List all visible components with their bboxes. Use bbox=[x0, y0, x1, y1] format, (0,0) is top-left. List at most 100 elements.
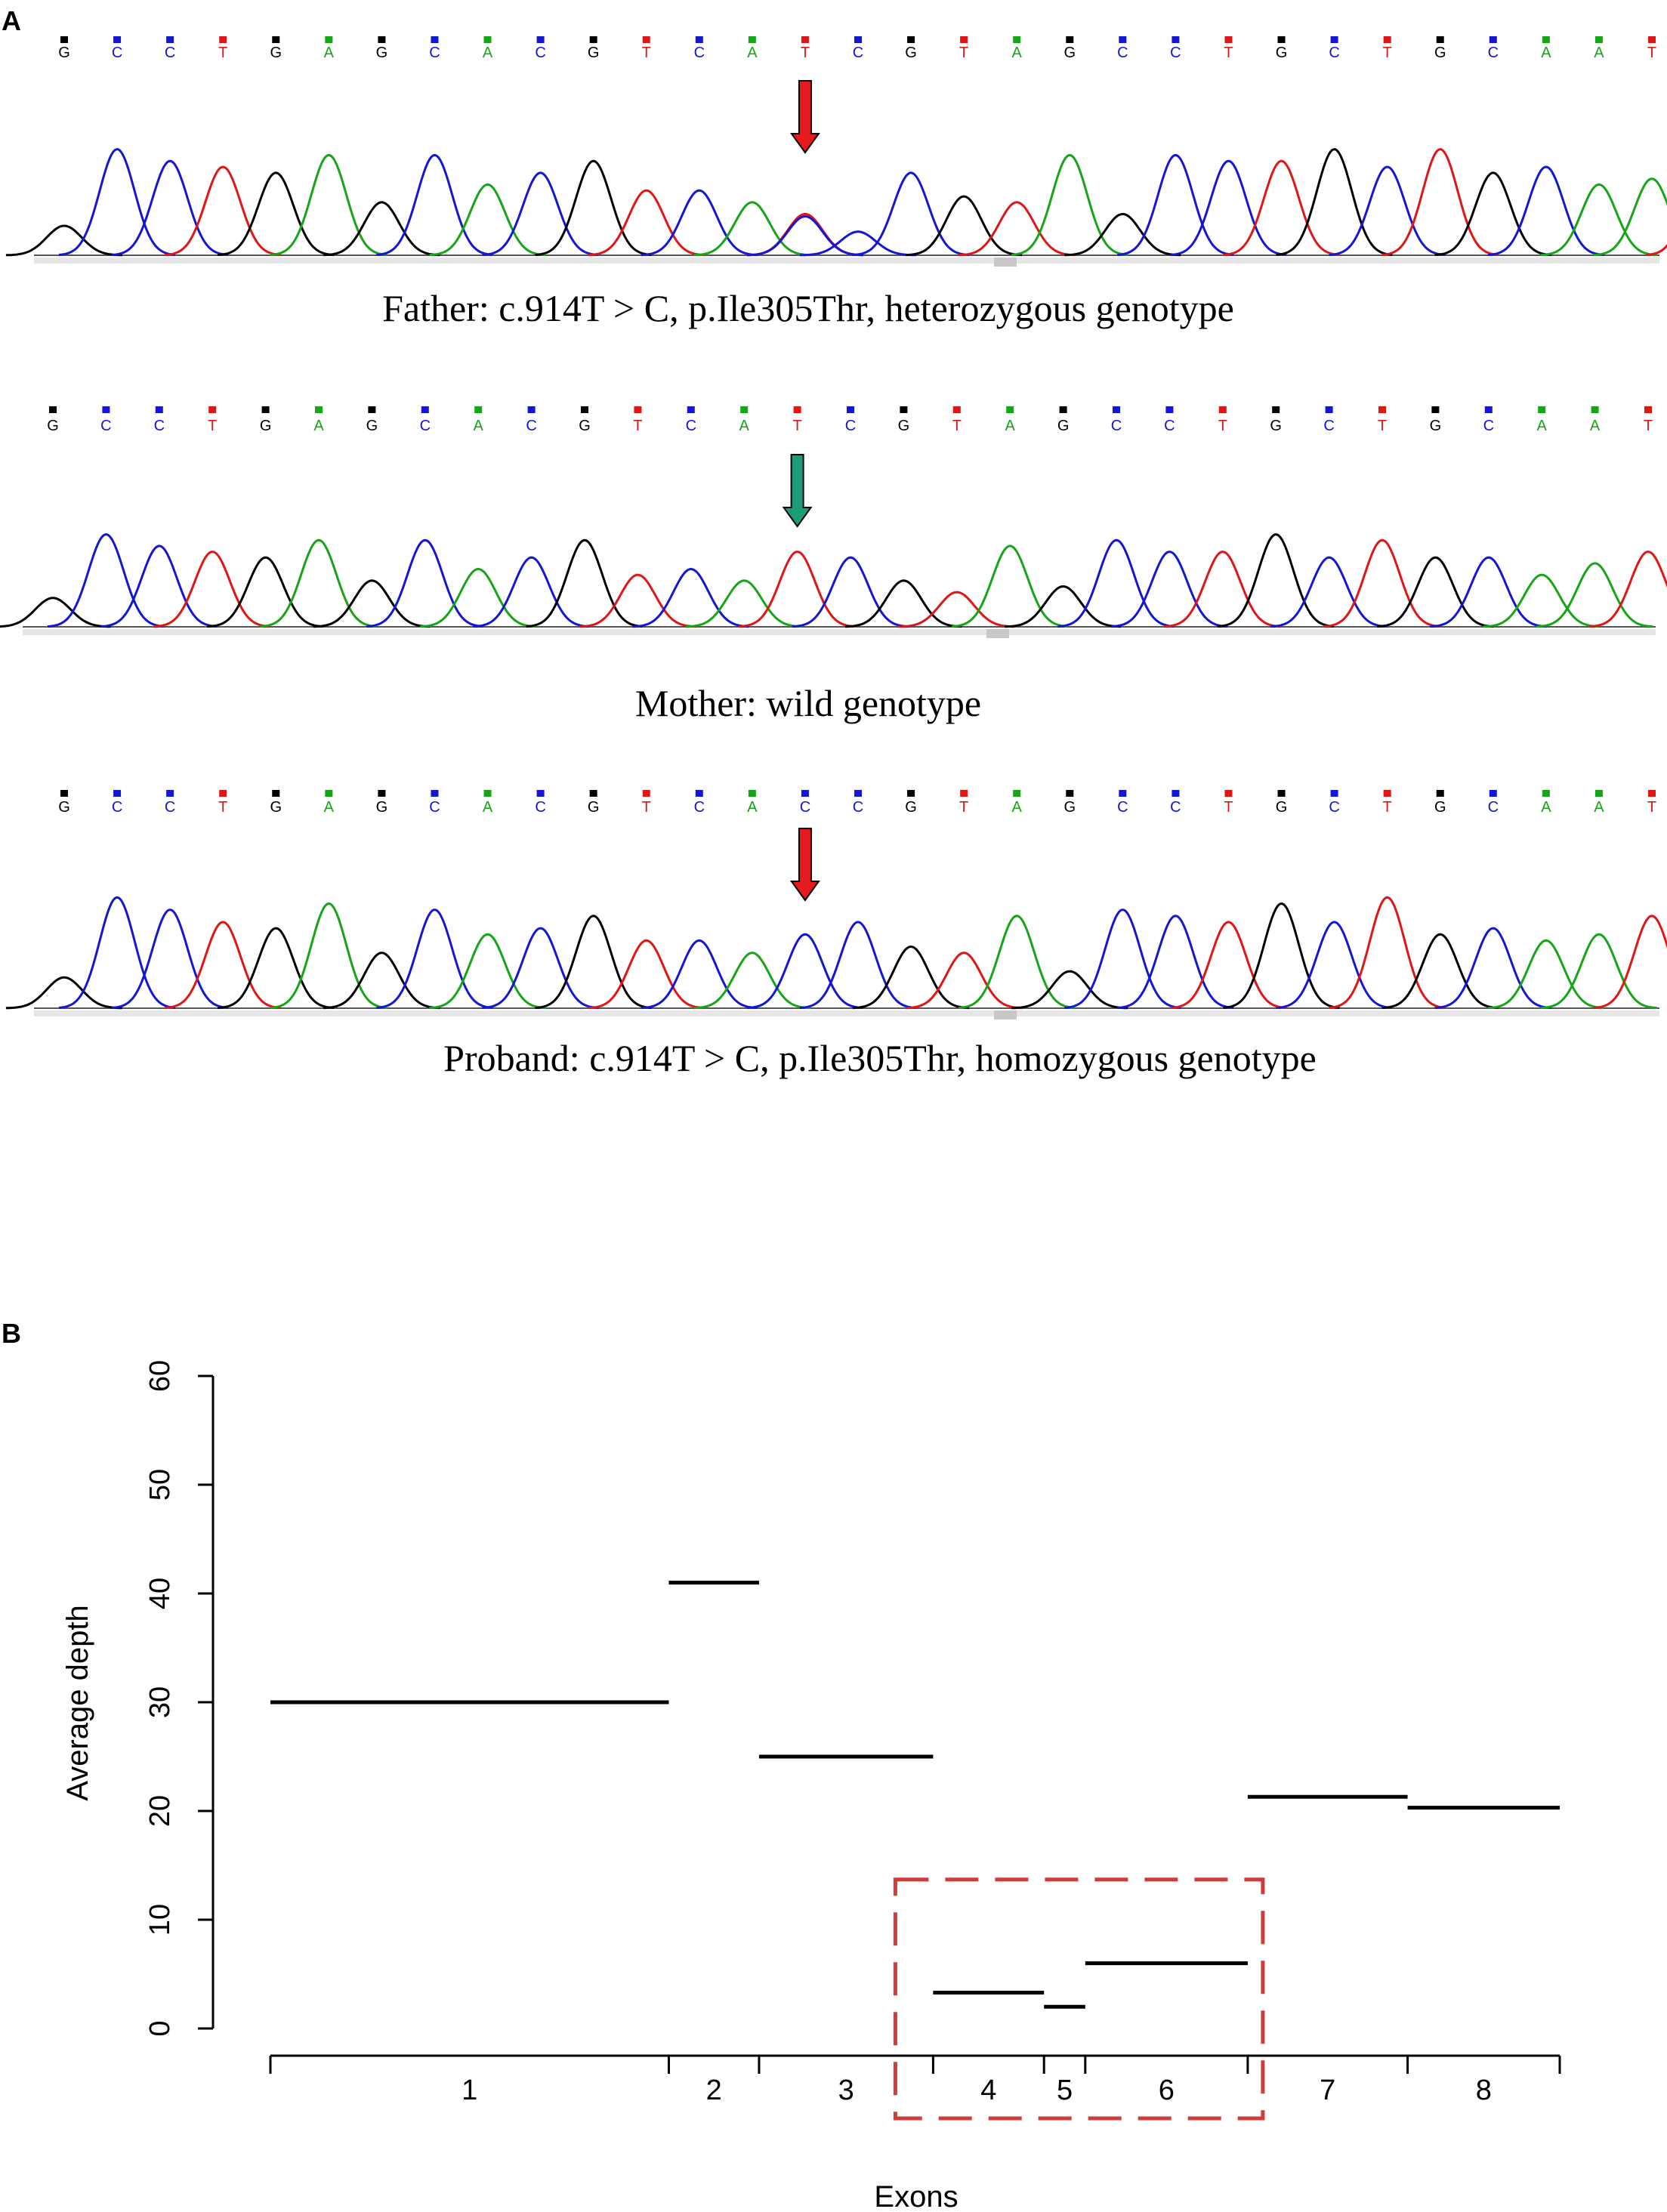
base-marker bbox=[261, 406, 270, 413]
trace-peak bbox=[685, 579, 802, 628]
base-marker bbox=[527, 406, 536, 413]
trace-peak bbox=[1487, 939, 1604, 1010]
trace-peak bbox=[588, 189, 705, 257]
trace-peak bbox=[579, 573, 696, 628]
base-call: C bbox=[1323, 418, 1334, 434]
base-marker bbox=[1591, 406, 1599, 413]
trace-peak bbox=[906, 195, 1023, 257]
base-call: C bbox=[1483, 418, 1494, 434]
trace-peak bbox=[693, 952, 810, 1010]
trace-peak bbox=[588, 939, 705, 1010]
base-marker bbox=[748, 790, 756, 797]
base-marker bbox=[272, 790, 280, 797]
base-call: T bbox=[218, 45, 227, 61]
trace-peak bbox=[429, 933, 546, 1010]
trace-peak bbox=[906, 952, 1023, 1010]
trace-peak bbox=[641, 189, 758, 257]
base-call: G bbox=[1063, 799, 1076, 816]
variant-arrow bbox=[789, 80, 820, 154]
trace-peak bbox=[746, 933, 863, 1010]
base-marker bbox=[1436, 790, 1444, 797]
base-call: C bbox=[845, 418, 856, 434]
base-marker bbox=[536, 790, 545, 797]
trace-peak bbox=[1011, 970, 1128, 1010]
trace-peak bbox=[1329, 165, 1446, 256]
trace-peak bbox=[1164, 551, 1281, 628]
base-marker bbox=[113, 36, 122, 43]
base-call: G bbox=[588, 45, 600, 61]
base-marker bbox=[155, 406, 163, 413]
base-marker bbox=[907, 36, 915, 43]
trace-peak bbox=[1536, 562, 1653, 628]
base-call: G bbox=[270, 799, 282, 816]
trace-peak bbox=[1170, 921, 1287, 1010]
trace-peak bbox=[1434, 927, 1551, 1010]
trace-peak bbox=[270, 154, 387, 256]
base-call: T bbox=[952, 418, 962, 434]
trace-peak bbox=[1646, 243, 1667, 256]
base-marker bbox=[368, 406, 376, 413]
variant-arrow bbox=[789, 828, 820, 902]
base-call: A bbox=[747, 799, 758, 816]
base-call: C bbox=[165, 799, 175, 816]
trace-peak bbox=[1376, 556, 1494, 628]
base-call: C bbox=[1329, 799, 1339, 816]
base-call: T bbox=[1647, 799, 1656, 816]
trace-peak bbox=[852, 946, 970, 1010]
base-call: C bbox=[112, 799, 122, 816]
base-call: T bbox=[1644, 418, 1653, 434]
trace-peak bbox=[792, 556, 909, 628]
base-call: G bbox=[260, 418, 272, 434]
base-marker bbox=[1431, 406, 1440, 413]
base-call: T bbox=[792, 418, 801, 434]
base-marker bbox=[1383, 790, 1391, 797]
trace-peak bbox=[1276, 148, 1393, 256]
scrollbar-thumb bbox=[986, 629, 1009, 638]
base-call: G bbox=[270, 45, 282, 61]
trace-peak bbox=[1064, 212, 1181, 257]
base-call: A bbox=[1541, 799, 1551, 816]
base-marker bbox=[847, 406, 854, 413]
y-tick-label: 40 bbox=[144, 1578, 176, 1609]
base-call: G bbox=[905, 45, 917, 61]
trace-peak bbox=[1223, 902, 1340, 1009]
trace-peak bbox=[1540, 184, 1657, 257]
trace-peak bbox=[1540, 933, 1657, 1010]
base-call: T bbox=[642, 45, 651, 61]
base-marker bbox=[102, 406, 110, 413]
base-marker bbox=[589, 790, 597, 797]
base-marker bbox=[801, 36, 809, 43]
base-call: G bbox=[366, 418, 378, 434]
base-marker bbox=[49, 406, 57, 413]
panel-a-label: A bbox=[2, 5, 21, 36]
base-marker bbox=[474, 406, 483, 413]
trace-peak bbox=[419, 567, 536, 628]
base-call: C bbox=[165, 45, 175, 61]
base-call: T bbox=[1383, 799, 1392, 816]
exon-label: 4 bbox=[980, 2075, 996, 2106]
base-marker bbox=[1224, 36, 1233, 43]
base-call: C bbox=[694, 45, 705, 61]
trace-scrollbar bbox=[23, 629, 1656, 635]
trace-peak bbox=[844, 579, 962, 628]
panel-b-label: B bbox=[2, 1318, 21, 1349]
base-call: C bbox=[1488, 799, 1499, 816]
base-call: C bbox=[1170, 45, 1181, 61]
base-call: C bbox=[429, 45, 440, 61]
trace-peak bbox=[482, 927, 599, 1010]
base-marker bbox=[748, 36, 756, 43]
base-marker bbox=[1272, 406, 1280, 413]
base-call: C bbox=[694, 799, 705, 816]
base-call: G bbox=[1057, 418, 1070, 434]
trace-peak bbox=[1381, 148, 1499, 256]
trace-peak bbox=[270, 902, 387, 1009]
base-call: A bbox=[747, 45, 758, 61]
trace-peak bbox=[207, 556, 324, 628]
father-caption: Father: c.914T > C, p.Ile305Thr, heteroz… bbox=[382, 287, 1234, 329]
base-marker bbox=[1325, 406, 1333, 413]
exon-label: 1 bbox=[462, 2075, 477, 2106]
y-tick-label: 30 bbox=[144, 1686, 176, 1718]
base-marker bbox=[60, 790, 68, 797]
base-marker bbox=[1383, 36, 1391, 43]
base-marker bbox=[1378, 406, 1386, 413]
